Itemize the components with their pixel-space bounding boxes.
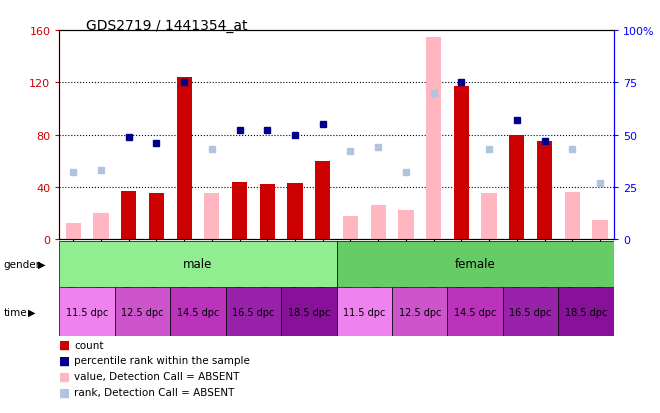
Text: gender: gender bbox=[3, 259, 40, 269]
Bar bbox=[226, 287, 281, 337]
Bar bbox=[447, 287, 503, 337]
Bar bbox=[343, 216, 358, 240]
Bar bbox=[370, 206, 386, 240]
Text: 14.5 dpc: 14.5 dpc bbox=[177, 307, 219, 317]
Bar bbox=[59, 287, 115, 337]
Bar bbox=[503, 287, 558, 337]
Text: male: male bbox=[183, 258, 213, 271]
Bar bbox=[392, 287, 447, 337]
Bar bbox=[537, 142, 552, 240]
Text: 16.5 dpc: 16.5 dpc bbox=[232, 307, 275, 317]
Bar bbox=[281, 287, 337, 337]
Bar bbox=[337, 242, 614, 287]
Bar bbox=[121, 191, 137, 240]
Text: ■: ■ bbox=[59, 385, 71, 399]
Text: 12.5 dpc: 12.5 dpc bbox=[399, 307, 441, 317]
Text: ■: ■ bbox=[59, 370, 71, 383]
Bar bbox=[315, 161, 331, 240]
Bar bbox=[176, 78, 192, 240]
Text: 14.5 dpc: 14.5 dpc bbox=[454, 307, 496, 317]
Text: 11.5 dpc: 11.5 dpc bbox=[343, 307, 385, 317]
Bar bbox=[204, 194, 220, 240]
Bar bbox=[93, 214, 109, 240]
Text: percentile rank within the sample: percentile rank within the sample bbox=[74, 356, 249, 366]
Bar bbox=[148, 194, 164, 240]
Text: 11.5 dpc: 11.5 dpc bbox=[66, 307, 108, 317]
Bar bbox=[170, 287, 226, 337]
Text: ▶: ▶ bbox=[38, 259, 46, 269]
Bar bbox=[481, 194, 497, 240]
Text: value, Detection Call = ABSENT: value, Detection Call = ABSENT bbox=[74, 371, 240, 381]
Text: count: count bbox=[74, 340, 104, 350]
Text: ▶: ▶ bbox=[28, 307, 36, 317]
Bar bbox=[558, 287, 614, 337]
Text: 12.5 dpc: 12.5 dpc bbox=[121, 307, 164, 317]
Bar bbox=[232, 182, 248, 240]
Bar bbox=[287, 183, 303, 240]
Bar bbox=[337, 287, 392, 337]
Text: rank, Detection Call = ABSENT: rank, Detection Call = ABSENT bbox=[74, 387, 234, 397]
Bar bbox=[59, 242, 337, 287]
Text: 16.5 dpc: 16.5 dpc bbox=[510, 307, 552, 317]
Text: 18.5 dpc: 18.5 dpc bbox=[288, 307, 330, 317]
Text: GDS2719 / 1441354_at: GDS2719 / 1441354_at bbox=[86, 19, 248, 33]
Bar bbox=[65, 224, 81, 240]
Bar bbox=[398, 211, 414, 240]
Bar bbox=[115, 287, 170, 337]
Bar bbox=[453, 87, 469, 240]
Bar bbox=[259, 185, 275, 240]
Text: 18.5 dpc: 18.5 dpc bbox=[565, 307, 607, 317]
Text: ■: ■ bbox=[59, 338, 71, 351]
Text: female: female bbox=[455, 258, 496, 271]
Bar bbox=[509, 135, 525, 240]
Bar bbox=[426, 38, 442, 240]
Text: ■: ■ bbox=[59, 354, 71, 367]
Bar bbox=[564, 192, 580, 240]
Bar bbox=[592, 220, 608, 240]
Text: time: time bbox=[3, 307, 27, 317]
